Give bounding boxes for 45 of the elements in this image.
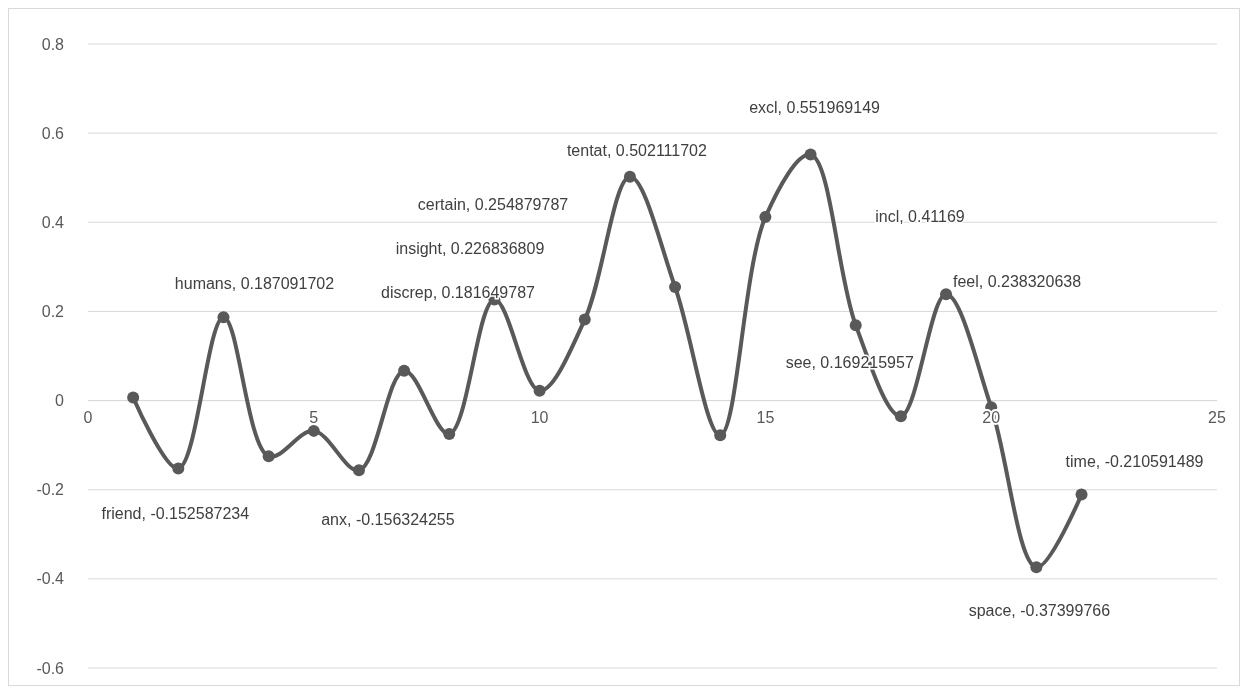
annotation: certain, 0.254879787 <box>417 195 569 213</box>
annotation: excl, 0.551969149 <box>749 99 881 117</box>
point <box>669 280 682 293</box>
point <box>578 313 591 326</box>
point <box>127 391 140 404</box>
point <box>623 170 636 183</box>
point <box>940 288 953 301</box>
annotation: incl, 0.41169 <box>875 207 965 225</box>
annotation: insight, 0.226836809 <box>395 239 545 257</box>
point <box>533 384 546 397</box>
point <box>307 424 320 437</box>
x-tick-label: 0 <box>83 408 93 426</box>
point <box>262 450 275 463</box>
annotation: feel, 0.238320638 <box>952 272 1082 290</box>
point <box>217 311 230 324</box>
y-tick-label: 0 <box>55 392 65 410</box>
annotation: humans, 0.187091702 <box>174 274 335 292</box>
annotation: space, -0.37399766 <box>968 601 1111 619</box>
y-tick-label: -0.6 <box>36 659 65 677</box>
point <box>443 428 456 440</box>
point <box>849 319 862 332</box>
point <box>1075 488 1088 501</box>
annotation: time, -0.210591489 <box>1065 453 1204 471</box>
x-tick-label: 5 <box>309 408 319 426</box>
annotation: tentat, 0.502111702 <box>566 142 708 160</box>
y-tick-label: 0.4 <box>41 213 65 231</box>
y-tick-label: -0.4 <box>36 570 65 588</box>
annotation: anx, -0.156324255 <box>321 510 455 528</box>
point <box>804 148 817 161</box>
y-tick-label: 0.6 <box>41 124 65 142</box>
point <box>714 429 727 442</box>
point <box>172 462 185 475</box>
y-tick-label: 0.2 <box>41 303 65 321</box>
x-tick-label: 15 <box>756 408 775 426</box>
x-tick-label: 10 <box>530 408 549 426</box>
point <box>759 211 772 224</box>
annotation: discrep, 0.181649787 <box>381 283 536 301</box>
annotation: friend, -0.152587234 <box>101 505 250 523</box>
y-tick-label: 0.8 <box>41 35 65 53</box>
point <box>1030 561 1043 574</box>
point <box>398 364 411 377</box>
y-tick-label: -0.2 <box>36 481 65 499</box>
point <box>352 464 365 477</box>
x-tick-label: 25 <box>1208 408 1226 426</box>
point <box>894 410 907 423</box>
